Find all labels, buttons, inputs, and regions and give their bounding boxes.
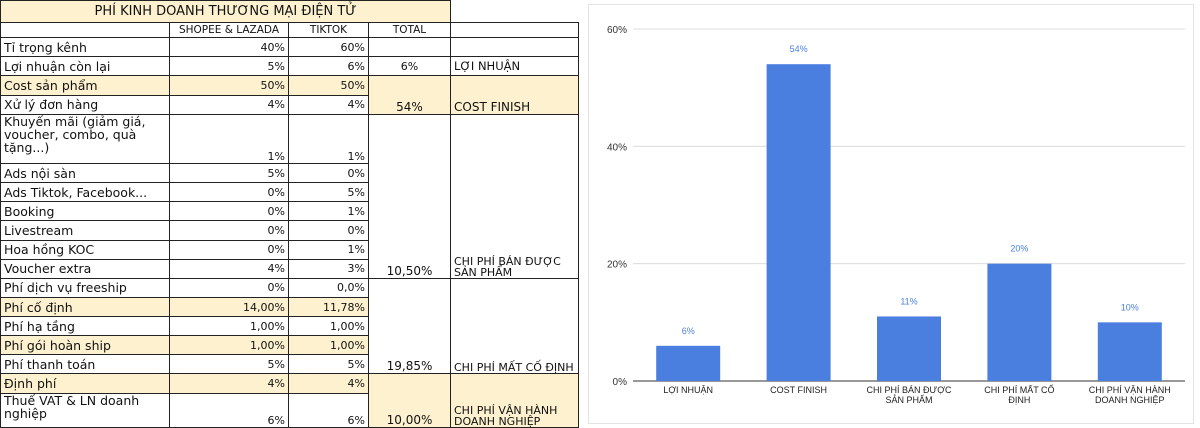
data-label: 54% xyxy=(790,44,808,54)
tiktok-value: 4% xyxy=(288,94,369,115)
shopee-value: 0% xyxy=(169,220,289,241)
tiktok-value: 0% xyxy=(288,163,369,184)
x-tick-label: LỢI NHUẬN xyxy=(663,385,713,395)
row-label: Phí cố định xyxy=(0,296,170,318)
row-label: Ads Tiktok, Facebook... xyxy=(0,182,170,203)
shopee-value: 0% xyxy=(169,182,289,203)
tiktok-value: 6% xyxy=(288,392,369,428)
shopee-value: 50% xyxy=(169,75,289,96)
shopee-value: 1% xyxy=(169,113,289,165)
row-label: Phí thanh toán xyxy=(0,354,170,375)
tiktok-value: 1,00% xyxy=(288,335,369,356)
row-label: Booking xyxy=(0,201,170,222)
col-header-group xyxy=(450,22,579,39)
data-label: 11% xyxy=(900,296,917,306)
row-label: Hoa hồng KOC xyxy=(0,239,170,260)
col-header-shopee: SHOPEE & LAZADA xyxy=(169,22,289,39)
fee-table: PHÍ KINH DOANH THƯƠNG MẠI ĐIỆN TỬ SHOPEE… xyxy=(0,0,579,428)
shopee-value: 4% xyxy=(169,258,289,279)
total-cell xyxy=(368,37,451,58)
shopee-value: 4% xyxy=(169,94,289,115)
tiktok-value: 4% xyxy=(288,373,369,394)
shopee-value: 0% xyxy=(169,201,289,222)
total-value: 10,50% xyxy=(368,113,451,279)
row-label: Phí gói hoàn ship xyxy=(0,335,170,356)
group-label: COST FINISH xyxy=(450,75,579,115)
tiktok-value: 6% xyxy=(288,56,369,77)
data-label: 20% xyxy=(1010,244,1028,254)
row-label: Xử lý đơn hàng xyxy=(0,94,170,115)
x-tick-label: DOANH NGHIỆP xyxy=(1095,395,1165,405)
col-header-total: TOTAL xyxy=(368,22,451,39)
shopee-value: 5% xyxy=(169,354,289,375)
empty-cell xyxy=(450,0,579,24)
tiktok-value: 0% xyxy=(288,220,369,241)
row-label: Cost sản phẩm xyxy=(0,75,170,96)
shopee-value: 1,00% xyxy=(169,316,289,337)
x-tick-label: CHI PHÍ VẬN HÀNH xyxy=(1089,385,1171,395)
shopee-value: 5% xyxy=(169,163,289,184)
shopee-value: 4% xyxy=(169,373,289,394)
row-label: Phí dịch vụ freeship xyxy=(0,277,170,298)
col-header-tiktok: TIKTOK xyxy=(288,22,369,39)
x-tick-label: COST FINISH xyxy=(770,385,827,395)
y-tick-label: 20% xyxy=(607,260,627,271)
group-label: LỢI NHUẬN xyxy=(450,56,579,77)
x-tick-label: SẢN PHẨM xyxy=(885,394,932,405)
table-title: PHÍ KINH DOANH THƯƠNG MẠI ĐIỆN TỬ xyxy=(0,0,451,24)
x-tick-label: CHI PHÍ BÁN ĐƯỢC xyxy=(867,385,952,395)
row-label: Phí hạ tầng xyxy=(0,316,170,337)
tiktok-value: 5% xyxy=(288,354,369,375)
row-label: Định phí xyxy=(0,373,170,394)
bar xyxy=(656,345,721,381)
row-label: Lợi nhuận còn lại xyxy=(0,56,170,77)
group-cell xyxy=(450,37,579,58)
x-tick-label: ĐỊNH xyxy=(1008,395,1030,405)
shopee-value: 0% xyxy=(169,277,289,298)
shopee-value: 14,00% xyxy=(169,296,289,318)
shopee-value: 40% xyxy=(169,37,289,58)
total-value: 10,00% xyxy=(368,373,451,428)
tiktok-value: 1% xyxy=(288,201,369,222)
shopee-value: 5% xyxy=(169,56,289,77)
row-label: Thuế VAT & LN doanh nghiệp xyxy=(0,392,170,428)
group-label: CHI PHÍ VẬN HÀNH DOANH NGHIỆP xyxy=(450,373,579,428)
data-label: 6% xyxy=(682,326,695,336)
tiktok-value: 11,78% xyxy=(288,296,369,318)
total-value: 54% xyxy=(368,75,451,115)
row-label: Tỉ trọng kênh xyxy=(0,37,170,58)
bar xyxy=(987,263,1052,381)
bar xyxy=(1097,322,1162,381)
y-tick-label: 40% xyxy=(607,142,627,153)
y-tick-label: 0% xyxy=(613,377,628,388)
row-label: Livestream xyxy=(0,220,170,241)
tiktok-value: 1% xyxy=(288,113,369,165)
x-tick-label: CHI PHÍ MẤT CỐ xyxy=(984,384,1054,395)
data-label: 10% xyxy=(1121,302,1139,312)
tiktok-value: 1% xyxy=(288,239,369,260)
shopee-value: 0% xyxy=(169,239,289,260)
tiktok-value: 5% xyxy=(288,182,369,203)
tiktok-value: 50% xyxy=(288,75,369,96)
bar xyxy=(877,316,941,381)
group-label: CHI PHÍ MẤT CỐ ĐỊNH xyxy=(450,277,579,375)
tiktok-value: 3% xyxy=(288,258,369,279)
tiktok-value: 0,0% xyxy=(288,277,369,298)
bar xyxy=(766,64,831,381)
shopee-value: 6% xyxy=(169,392,289,428)
group-label: CHI PHÍ BÁN ĐƯỢC SẢN PHẨM xyxy=(450,113,579,279)
col-header-label xyxy=(0,22,170,39)
bar-chart: 0% 20% 40% 60% 6% LỢI NHUẬN 54% COST FINISH 11% C… xyxy=(588,4,1194,424)
total-value: 19,85% xyxy=(368,277,451,375)
row-label: Khuyến mãi (giảm giá, voucher, combo, qu… xyxy=(0,113,170,165)
row-label: Voucher extra xyxy=(0,258,170,279)
tiktok-value: 60% xyxy=(288,37,369,58)
shopee-value: 1,00% xyxy=(169,335,289,356)
row-label: Ads nội sàn xyxy=(0,163,170,184)
y-tick-label: 60% xyxy=(607,25,627,36)
tiktok-value: 1,00% xyxy=(288,316,369,337)
total-value: 6% xyxy=(368,56,451,77)
bar-chart-canvas: 0% 20% 40% 60% 6% LỢI NHUẬN 54% COST FINISH 11% C… xyxy=(607,25,1185,405)
